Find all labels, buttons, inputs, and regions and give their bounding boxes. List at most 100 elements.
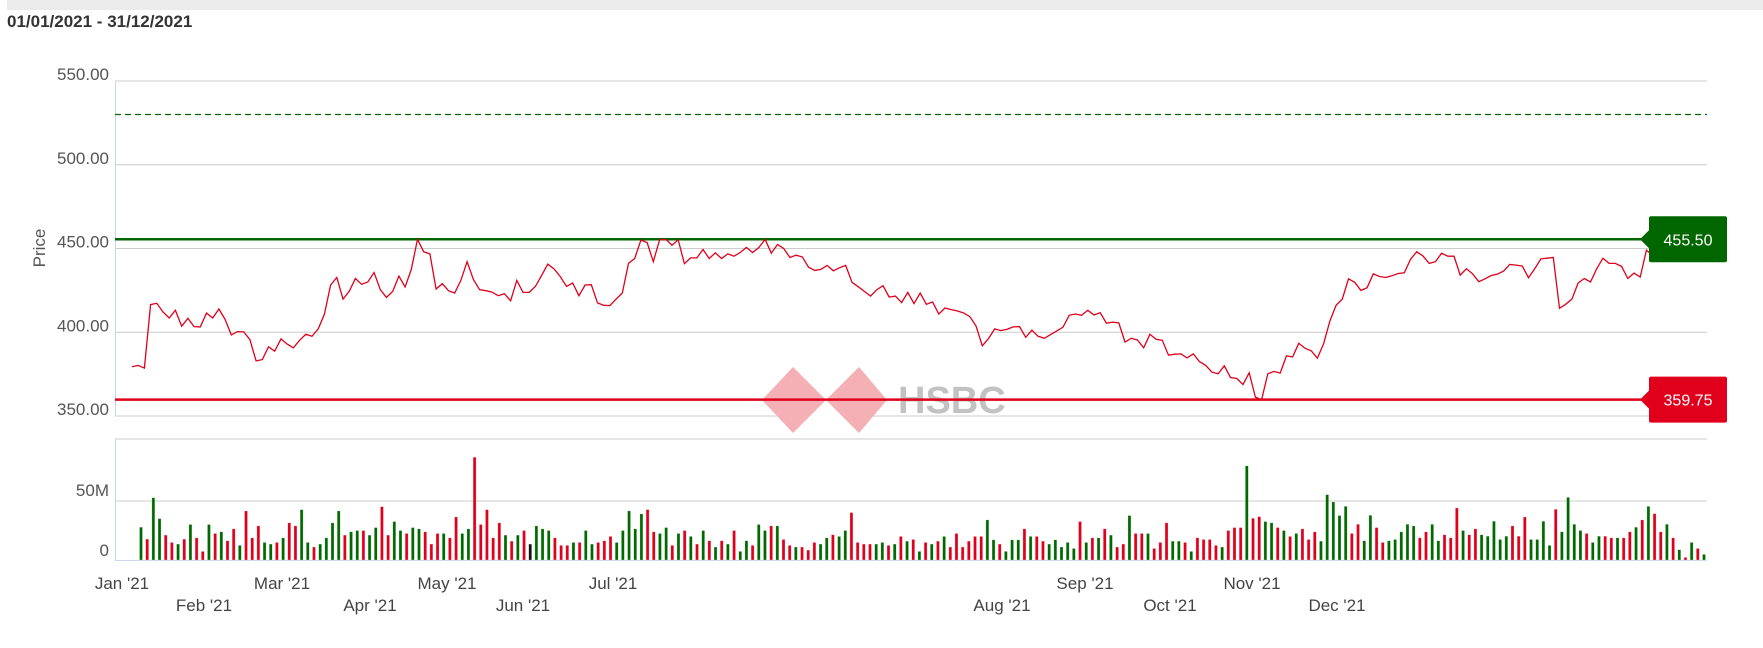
volume-bar	[1683, 557, 1688, 561]
volume-bar	[1547, 545, 1552, 561]
volume-bar	[139, 526, 143, 561]
volume-bar	[930, 543, 934, 561]
volume-bar	[503, 534, 508, 561]
volume-bar	[1665, 523, 1669, 561]
volume-bar	[1541, 520, 1546, 561]
volume-bar	[800, 546, 804, 561]
volume-bar	[429, 543, 434, 561]
volume-bar	[466, 528, 471, 561]
volume-bar	[849, 512, 854, 561]
volume-bars	[139, 456, 1706, 561]
x-tick-label: Apr '21	[343, 596, 396, 615]
volume-bar	[1411, 525, 1416, 561]
volume-bar	[676, 533, 681, 561]
volume-bar	[794, 546, 798, 561]
volume-bar	[497, 522, 502, 561]
volume-bar	[1140, 533, 1144, 561]
volume-bar	[689, 536, 693, 561]
volume-bar	[985, 519, 990, 561]
volume-bar	[1430, 523, 1434, 561]
price-tick-label: 450.00	[57, 233, 109, 252]
volume-bar	[1677, 549, 1682, 561]
volume-bar	[275, 542, 279, 561]
volume-bar	[837, 536, 841, 561]
hsbc-logo-white-top	[793, 367, 859, 400]
volume-bar	[1486, 535, 1490, 561]
volume-bar	[1634, 526, 1638, 561]
volume-bar	[1603, 535, 1607, 561]
volume-bar	[182, 538, 186, 561]
volume-bar	[960, 546, 965, 561]
volume-bar	[1621, 537, 1626, 561]
volume-bar	[781, 539, 786, 561]
volume-bar	[1158, 542, 1163, 561]
volume-bar	[293, 525, 298, 561]
volume-bar	[757, 524, 761, 561]
volume-bar	[1245, 465, 1249, 561]
volume-bar	[472, 456, 477, 561]
volume-bar	[225, 540, 230, 561]
volume-bar	[1195, 537, 1200, 561]
volume-bar	[991, 539, 996, 561]
volume-bar	[719, 540, 724, 561]
price-tick-label: 350.00	[57, 400, 109, 419]
badge-background	[1640, 376, 1727, 423]
volume-bar	[1356, 523, 1360, 561]
volume-bar	[1269, 522, 1274, 561]
volume-bar	[1016, 539, 1021, 561]
volume-bar	[1560, 531, 1564, 561]
volume-bar	[392, 521, 397, 561]
volume-bar	[775, 525, 780, 561]
volume-bar	[1078, 521, 1082, 561]
volume-bar	[1343, 506, 1348, 561]
volume-bar	[250, 537, 254, 561]
volume-bar	[1405, 523, 1410, 561]
volume-bar	[546, 530, 551, 561]
volume-bar	[1146, 533, 1150, 561]
volume-bar	[534, 525, 539, 561]
x-tick-label: Jul '21	[589, 574, 638, 593]
volume-bar	[318, 543, 322, 561]
volume-bar	[843, 530, 848, 561]
x-tick-label: Oct '21	[1143, 596, 1196, 615]
volume-bar	[639, 513, 644, 561]
volume-bar	[707, 540, 712, 561]
volume-bar	[584, 530, 588, 561]
volume-bar	[299, 509, 304, 561]
volume-bar	[1282, 530, 1286, 561]
volume-bar	[1689, 542, 1694, 561]
volume-bar	[238, 545, 242, 561]
volume-bar	[1418, 537, 1422, 561]
volume-bar	[1170, 540, 1175, 561]
volume-bar	[812, 542, 817, 561]
volume-bar	[1096, 537, 1101, 561]
volume-bar	[355, 530, 359, 561]
volume-bar	[967, 540, 971, 561]
volume-bar	[1646, 506, 1651, 561]
volume-bar	[936, 540, 940, 561]
volume-bar	[398, 530, 403, 561]
volume-bar	[1041, 540, 1045, 561]
volume-bar	[1072, 548, 1076, 561]
volume-bar	[411, 527, 415, 561]
volume-bar	[287, 522, 292, 561]
volume-bar	[491, 537, 495, 561]
volume-bar	[330, 522, 335, 561]
volume-bar	[1127, 515, 1132, 561]
volume-bar	[948, 546, 953, 561]
price-axis-title: Price	[30, 229, 49, 268]
volume-bar	[701, 530, 705, 561]
volume-bar	[1479, 534, 1484, 561]
x-tick-label: Feb '21	[176, 596, 232, 615]
volume-bar	[744, 540, 749, 561]
hsbc-logo-white-bottom	[793, 400, 859, 433]
volume-bar	[1047, 543, 1051, 561]
volume-bar	[1578, 530, 1583, 561]
volume-bar	[1529, 539, 1533, 561]
volume-bar	[608, 536, 613, 561]
volume-bar	[1473, 528, 1478, 561]
volume-bar	[207, 524, 211, 561]
x-tick-label: May '21	[418, 574, 477, 593]
volume-bar	[170, 542, 174, 561]
volume-bar	[1702, 554, 1706, 561]
